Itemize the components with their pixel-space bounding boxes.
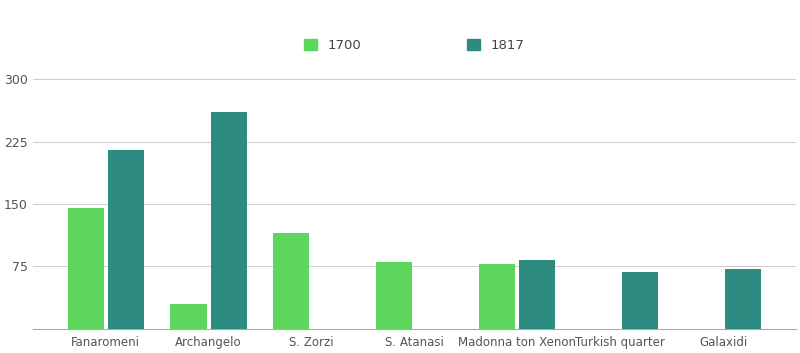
Bar — [274, 233, 310, 329]
Bar — [622, 272, 658, 329]
Bar — [170, 304, 206, 329]
Bar — [725, 269, 761, 329]
Bar — [67, 208, 103, 329]
Bar — [479, 264, 515, 329]
Legend: 1700, 1817: 1700, 1817 — [298, 34, 530, 58]
Bar — [376, 262, 412, 329]
Bar — [210, 112, 246, 329]
Bar — [108, 150, 144, 329]
Bar — [519, 260, 555, 329]
